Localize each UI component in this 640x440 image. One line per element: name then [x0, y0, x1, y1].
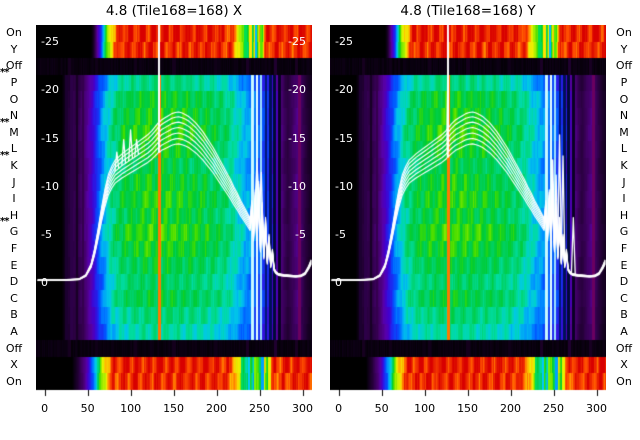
y-tick-label: -10 — [41, 179, 59, 193]
x-tick-label: 150 — [163, 402, 185, 415]
y-tick-label: -5 — [41, 227, 52, 241]
y-tick-label: -20 — [41, 83, 59, 97]
star-marker: ** — [0, 67, 10, 79]
row-label: I — [12, 192, 16, 206]
row-label: O — [619, 92, 629, 106]
row-label: K — [10, 159, 18, 173]
row-label: L — [620, 142, 628, 156]
x-tick-label: 0 — [335, 402, 343, 415]
y-tick-label: -15 — [335, 131, 353, 145]
y-tick-label: -5 — [295, 227, 306, 241]
x-tick-label: 0 — [41, 402, 49, 415]
row-label: O — [9, 92, 19, 106]
star-marker: ** — [0, 116, 10, 128]
row-label: X — [620, 358, 628, 372]
row-label: L — [10, 142, 18, 156]
y-tick-label: 0 — [335, 276, 342, 290]
row-label: J — [622, 175, 626, 189]
row-label: X — [10, 358, 18, 372]
y-tick-label: -25 — [41, 35, 59, 49]
y-tick-label: -20 — [335, 83, 353, 97]
row-label: G — [9, 225, 19, 239]
x-tick-label: 200 — [500, 402, 522, 415]
y-tick-label: -10 — [335, 179, 353, 193]
row-label: C — [10, 291, 18, 305]
row-label: K — [620, 159, 628, 173]
row-label: F — [620, 241, 628, 255]
x-tick-label: 250 — [543, 402, 565, 415]
y-tick-label: -10 — [288, 179, 306, 193]
panel-y: -25 -20 -15 -10 -5 0 0 50 100 150 200 250 300 — [330, 25, 607, 420]
x-tick-label: 100 — [414, 402, 436, 415]
row-label: H — [619, 208, 629, 222]
row-label: P — [10, 76, 18, 90]
row-label: M — [9, 125, 19, 139]
x-tick-label: 50 — [374, 402, 389, 415]
x-tick-label: 250 — [249, 402, 271, 415]
y-tick-label: -20 — [288, 83, 306, 97]
row-label: E — [10, 258, 18, 272]
star-marker: ** — [0, 216, 10, 228]
row-label: C — [620, 291, 628, 305]
panel-x: -25 -25 -20 -20 -15 -15 -10 -10 -5 -5 0 0 50 100 150 20… — [36, 25, 313, 420]
star-marker: ** — [0, 150, 10, 162]
row-label: G — [619, 225, 629, 239]
x-tick-label: 100 — [120, 402, 142, 415]
row-label: On — [6, 374, 22, 388]
row-label: On — [6, 26, 22, 40]
row-label: I — [622, 192, 626, 206]
row-labels-left: On Y Off P ** O N M ** L K ** J I H G ** F E D C B A Off X On — [0, 0, 30, 440]
x-tick-label: 50 — [80, 402, 95, 415]
row-label: N — [9, 109, 19, 123]
row-label: M — [619, 125, 629, 139]
row-label: H — [9, 208, 19, 222]
y-tick-label: -15 — [288, 131, 306, 145]
row-label: F — [10, 241, 18, 255]
row-label: Off — [615, 59, 633, 73]
row-label: Off — [5, 341, 23, 355]
row-label: Off — [615, 341, 633, 355]
x-tick-label: 150 — [457, 402, 479, 415]
row-label: Y — [620, 42, 628, 56]
row-label: D — [619, 275, 629, 289]
panel-y-title: 4.8 (Tile168=168) Y — [400, 3, 536, 19]
row-label: Off — [5, 59, 23, 73]
panel-x-heatmap-canvas — [36, 25, 312, 397]
panel-y-heatmap-canvas — [330, 25, 606, 397]
row-label: On — [616, 26, 632, 40]
row-label: D — [9, 275, 19, 289]
row-label: A — [10, 324, 18, 338]
row-label: Y — [10, 42, 18, 56]
x-tick-label: 200 — [206, 402, 228, 415]
y-tick-label: -25 — [335, 35, 353, 49]
row-label: N — [619, 109, 629, 123]
row-label: On — [616, 374, 632, 388]
panel-x-title: 4.8 (Tile168=168) X — [105, 3, 243, 19]
row-label: B — [10, 308, 18, 322]
y-tick-label: 0 — [41, 276, 48, 290]
row-label: P — [620, 76, 628, 90]
y-tick-label: -5 — [335, 227, 346, 241]
x-tick-label: 300 — [292, 402, 314, 415]
row-label: E — [620, 258, 628, 272]
row-labels-right: On Y Off P O N M L K J I H G F E D C B A Off X On — [608, 0, 640, 440]
y-tick-label: -25 — [288, 35, 306, 49]
x-tick-label: 300 — [586, 402, 608, 415]
row-label: J — [12, 175, 16, 189]
y-tick-label: -15 — [41, 131, 59, 145]
row-label: A — [620, 324, 628, 338]
row-label: B — [620, 308, 628, 322]
